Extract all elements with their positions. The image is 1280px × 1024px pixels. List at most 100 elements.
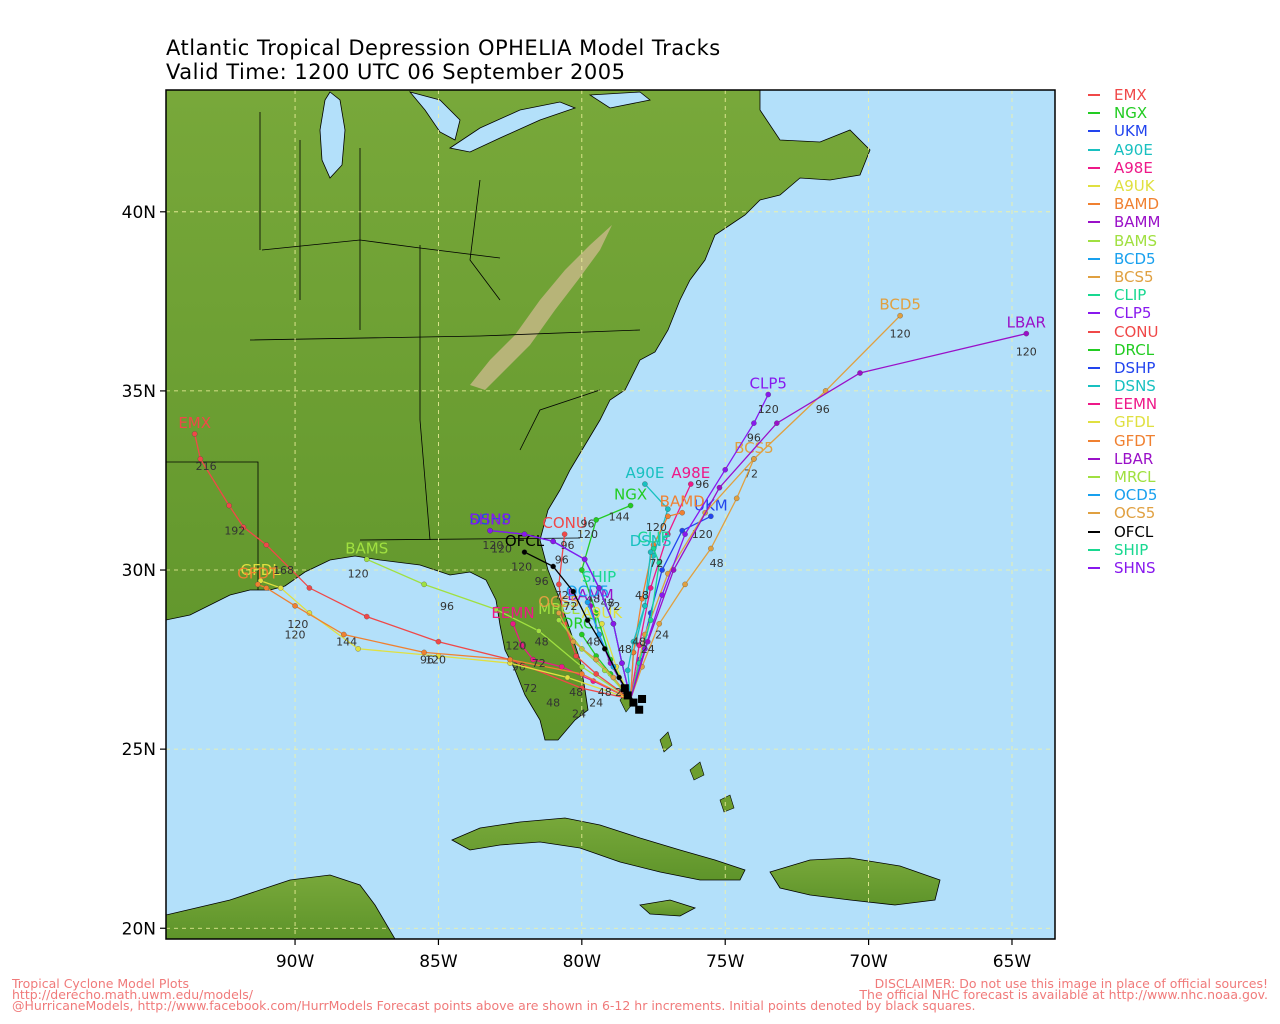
initial-position-marker (638, 694, 647, 703)
track-end-label: BAMD (660, 493, 705, 511)
track-point (561, 531, 568, 537)
legend-swatch (1088, 348, 1100, 351)
legend-item-shns: SHNS (1088, 559, 1160, 577)
track-end-label: OCS5 (538, 593, 579, 611)
track-end-label: DSHP (469, 511, 510, 529)
lat-tick-label: 20N (122, 919, 156, 939)
legend-swatch (1088, 476, 1100, 479)
forecast-hour-label: 24 (655, 629, 669, 642)
track-end-label: SHIP (582, 568, 616, 586)
forecast-hour-label: 168 (273, 564, 294, 577)
forecast-hour-label: 48 (586, 636, 600, 649)
track-point (636, 642, 642, 649)
track-point (599, 621, 605, 627)
forecast-hour-label: 120 (285, 629, 306, 642)
track-point (306, 585, 313, 591)
legend-label: BCS5 (1114, 267, 1154, 286)
track-line (257, 583, 631, 700)
track-point (421, 581, 427, 588)
track-point (656, 621, 663, 627)
initial-position-marker (620, 684, 629, 693)
lat-tick-label: 30N (122, 561, 156, 581)
legend-label: OCS5 (1114, 504, 1156, 523)
lon-tick-label: 70W (849, 952, 888, 972)
axis-labels: 90W 85W 80W 75W 70W 65W 40N 35N 30N 25N 20N (122, 203, 1032, 972)
track-point (579, 631, 585, 638)
track-point (593, 517, 599, 523)
track-end-label: UKM (694, 496, 728, 514)
track-clp5: CLP5 96 120 (629, 374, 787, 700)
track-a9uk: A9UK 48 (582, 596, 632, 700)
legend-item-a90e: A90E (1088, 141, 1160, 159)
lon-tick-label: 65W (993, 952, 1032, 972)
track-point (556, 581, 562, 588)
legend-swatch (1088, 185, 1100, 188)
track-clip: CLIP 72 (629, 529, 670, 700)
map-frame (165, 89, 1056, 940)
map-title: Atlantic Tropical Depression OPHELIA Mod… (166, 36, 721, 60)
forecast-hour-label: 120 (577, 528, 598, 541)
legend-swatch (1088, 94, 1100, 97)
lake-ontario (588, 91, 651, 109)
track-point (263, 585, 270, 591)
track-point (610, 621, 617, 627)
legend-label: A98E (1114, 158, 1153, 177)
forecast-hour-label: 72 (523, 682, 537, 695)
track-point (708, 513, 714, 520)
forecast-hour-label: 96 (420, 654, 434, 667)
track-lbar: LBAR 120 (629, 314, 1046, 700)
legend-item-eemn: EEMN (1088, 395, 1160, 413)
legend-label: A9UK (1114, 177, 1155, 196)
track-point (292, 603, 298, 609)
legend-item-ocd5: OCD5 (1088, 486, 1160, 504)
legend-item-bams: BAMS (1088, 232, 1160, 250)
legend-item-lbar: LBAR (1088, 450, 1160, 468)
track-point (579, 567, 585, 573)
legend-label: A90E (1114, 140, 1153, 159)
track-point (257, 578, 264, 584)
track-point (355, 646, 361, 652)
forecast-hour-label: 24 (572, 707, 586, 720)
hispaniola-land (769, 857, 941, 906)
forecast-hour-label: 48 (546, 697, 560, 710)
track-point (507, 656, 513, 663)
legend-label: BAMS (1114, 231, 1158, 250)
lon-tick-label: 85W (419, 952, 458, 972)
track-point (682, 581, 688, 588)
forecast-hour-label: 120 (511, 560, 532, 573)
forecast-hour-label: 96 (555, 553, 569, 566)
track-point (708, 545, 714, 552)
forecast-hour-label: 120 (505, 639, 526, 652)
track-point (556, 610, 562, 616)
legend-swatch (1088, 494, 1100, 497)
footer-left: Tropical Cyclone Model Plots http://dere… (12, 977, 975, 1012)
forecast-hour-label: 24 (589, 697, 603, 710)
legend-label: MRCL (1114, 468, 1156, 487)
track-point (518, 642, 525, 649)
track-point (682, 531, 688, 537)
track-end-label: LBAR (1007, 314, 1046, 332)
track-end-label: A9UK (582, 604, 624, 622)
track-line (512, 623, 631, 700)
track-point (363, 556, 370, 563)
legend-swatch (1088, 457, 1100, 460)
track-point (277, 585, 284, 591)
appalachian-highlands (470, 225, 612, 390)
model-legend: EMX NGX UKM A90E A98E A9UK BAMD BAMM BAMS BCD5 BCS… (1088, 86, 1160, 577)
legend-swatch (1088, 312, 1100, 315)
track-point (619, 660, 625, 666)
track-bamd: BAMD 120 (629, 493, 705, 700)
legend-swatch (1088, 130, 1100, 133)
legend-label: DRCL (1114, 340, 1155, 359)
track-point (579, 685, 585, 691)
footer-line-2[interactable]: http://derecho.math.uwm.edu/models/ (12, 987, 254, 1002)
legend-swatch (1088, 385, 1100, 388)
track-point (536, 628, 542, 634)
track-point (341, 631, 347, 638)
track-point (602, 646, 608, 652)
legend-label: UKM (1114, 122, 1148, 141)
track-point (435, 638, 442, 645)
track-point (191, 431, 198, 437)
forecast-hour-label: 120 (758, 403, 779, 416)
forecast-hour-label: 120 (491, 543, 512, 556)
